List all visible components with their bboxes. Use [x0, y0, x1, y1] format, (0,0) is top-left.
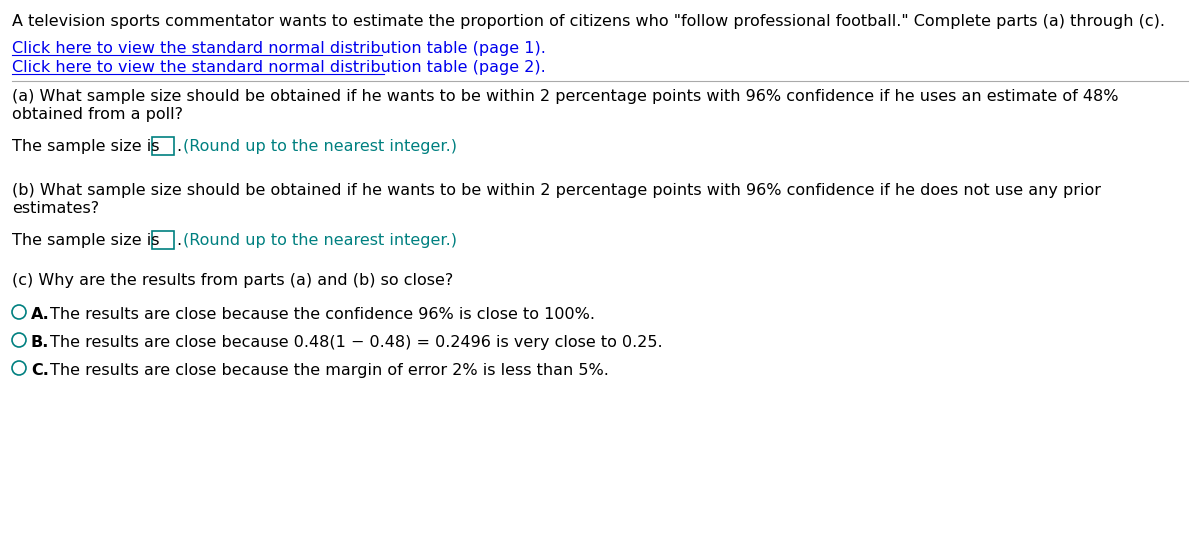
Text: C.: C. [31, 363, 49, 378]
FancyBboxPatch shape [152, 231, 174, 249]
Text: Click here to view the standard normal distribution table (page 2).: Click here to view the standard normal d… [12, 60, 546, 75]
Text: The sample size is: The sample size is [12, 233, 160, 248]
Text: The results are close because the margin of error 2% is less than 5%.: The results are close because the margin… [50, 363, 608, 378]
Text: .: . [176, 233, 181, 248]
Text: estimates?: estimates? [12, 201, 100, 216]
Text: obtained from a poll?: obtained from a poll? [12, 107, 182, 122]
Text: (c) Why are the results from parts (a) and (b) so close?: (c) Why are the results from parts (a) a… [12, 273, 454, 288]
Text: (Round up to the nearest integer.): (Round up to the nearest integer.) [182, 233, 457, 248]
Text: (a) What sample size should be obtained if he wants to be within 2 percentage po: (a) What sample size should be obtained … [12, 89, 1118, 104]
Text: .: . [176, 139, 181, 154]
Text: Click here to view the standard normal distribution table (page 1).: Click here to view the standard normal d… [12, 41, 546, 56]
Text: B.: B. [31, 335, 49, 350]
Text: The sample size is: The sample size is [12, 139, 160, 154]
Text: (b) What sample size should be obtained if he wants to be within 2 percentage po: (b) What sample size should be obtained … [12, 183, 1102, 198]
Text: (Round up to the nearest integer.): (Round up to the nearest integer.) [182, 139, 457, 154]
Text: A television sports commentator wants to estimate the proportion of citizens who: A television sports commentator wants to… [12, 14, 1165, 29]
Text: The results are close because 0.48(1 − 0.48) = 0.2496 is very close to 0.25.: The results are close because 0.48(1 − 0… [50, 335, 662, 350]
FancyBboxPatch shape [152, 137, 174, 155]
Text: A.: A. [31, 307, 49, 322]
Text: The results are close because the confidence 96% is close to 100%.: The results are close because the confid… [50, 307, 595, 322]
